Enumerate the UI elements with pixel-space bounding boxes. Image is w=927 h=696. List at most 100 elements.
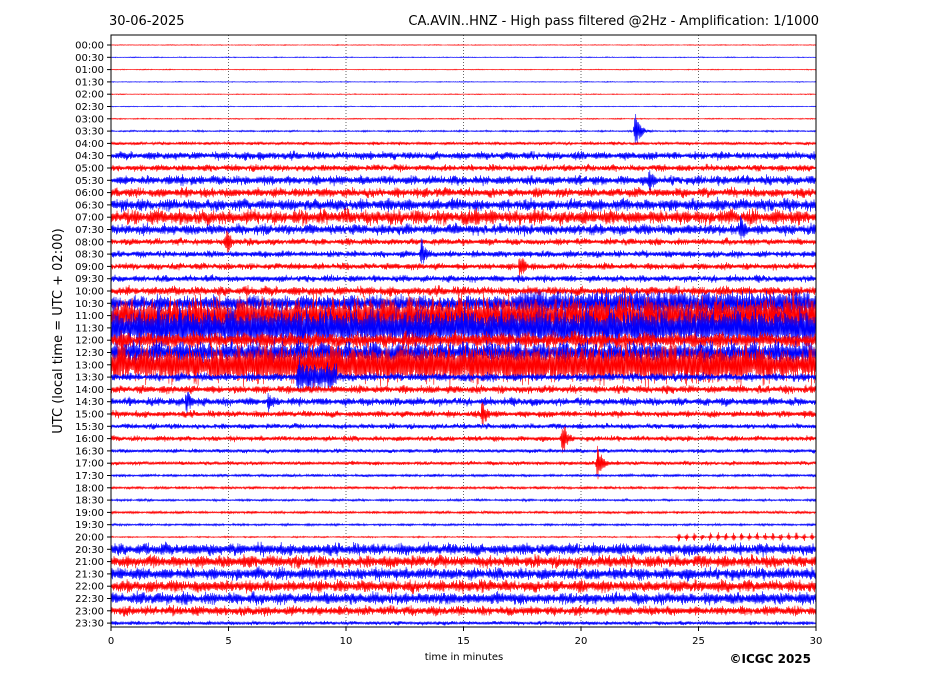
x-tick-label: 30	[810, 636, 823, 647]
trace-line	[110, 402, 817, 426]
y-tick-label: 17:00	[75, 459, 104, 470]
trace-line	[110, 150, 817, 161]
y-tick-label: 05:00	[75, 164, 104, 175]
trace-line	[110, 422, 817, 430]
trace-line	[110, 509, 817, 515]
y-tick-label: 12:00	[75, 336, 104, 347]
y-tick-label: 04:00	[75, 139, 104, 150]
trace-line	[110, 238, 817, 264]
x-axis-label: time in minutes	[425, 652, 504, 663]
trace-line	[110, 604, 817, 617]
y-tick-label: 06:00	[75, 188, 104, 199]
y-tick-label: 23:30	[75, 619, 104, 630]
trace-line	[110, 566, 817, 583]
y-tick-label: 15:00	[75, 410, 104, 421]
y-tick-label: 11:00	[75, 311, 104, 322]
y-tick-label: 01:00	[75, 65, 104, 76]
trace-line	[110, 117, 817, 121]
trace-line	[110, 329, 817, 351]
trace-line	[110, 553, 817, 570]
trace-line	[110, 257, 817, 277]
trace-line	[110, 230, 817, 253]
y-tick-label: 09:30	[75, 274, 104, 285]
y-tick-label: 10:30	[75, 299, 104, 310]
y-tick-label: 08:30	[75, 250, 104, 261]
trace-line	[110, 163, 817, 173]
trace-line	[110, 170, 817, 193]
trace-line	[110, 384, 817, 395]
trace-line	[110, 43, 817, 47]
trace-line	[110, 207, 817, 227]
y-tick-label: 16:30	[75, 446, 104, 457]
x-tick-label: 10	[340, 636, 353, 647]
trace-line	[110, 445, 817, 480]
y-tick-label: 05:30	[75, 176, 104, 187]
y-tick-label: 19:00	[75, 508, 104, 519]
seismic-traces	[110, 43, 817, 626]
trace-line	[110, 284, 817, 298]
y-tick-label: 00:30	[75, 53, 104, 64]
trace-line	[110, 186, 817, 199]
y-tick-label: 20:30	[75, 545, 104, 556]
y-tick-label: 21:00	[75, 557, 104, 568]
y-tick-label: 15:30	[75, 422, 104, 433]
y-tick-label: 21:30	[75, 569, 104, 580]
trace-line	[110, 341, 817, 388]
trace-line	[110, 448, 817, 454]
trace-line	[110, 274, 817, 284]
y-tick-label: 13:30	[75, 373, 104, 384]
trace-line	[110, 303, 817, 351]
y-tick-label: 07:00	[75, 213, 104, 224]
y-tick-label: 22:30	[75, 594, 104, 605]
y-tick-label: 09:00	[75, 262, 104, 273]
y-tick-label: 01:30	[75, 77, 104, 88]
y-tick-label: 22:00	[75, 582, 104, 593]
trace-line	[110, 356, 817, 393]
trace-line	[110, 426, 817, 454]
y-tick-label: 18:30	[75, 496, 104, 507]
y-tick-label: 18:00	[75, 483, 104, 494]
trace-line	[110, 541, 817, 558]
trace-line	[110, 578, 817, 595]
trace-line	[110, 196, 817, 213]
trace-line	[110, 391, 817, 415]
y-tick-label: 00:00	[75, 41, 104, 52]
x-tick-labels: 0 5 10 15 20 25 30	[108, 627, 823, 647]
y-tick-label: 06:30	[75, 200, 104, 211]
trace-line	[110, 590, 817, 606]
x-tick-label: 0	[108, 636, 114, 647]
trace-line	[110, 472, 817, 478]
trace-line	[110, 140, 817, 146]
y-tick-label: 08:00	[75, 237, 104, 248]
y-tick-label: 23:00	[75, 606, 104, 617]
y-tick-label: 20:00	[75, 533, 104, 544]
x-tick-label: 5	[225, 636, 231, 647]
trace-line	[110, 93, 817, 96]
y-tick-label: 03:30	[75, 127, 104, 138]
trace-line	[110, 338, 817, 366]
y-tick-label: 11:30	[75, 323, 104, 334]
trace-line	[110, 113, 817, 145]
trace-line	[110, 485, 817, 491]
copyright-label: ©ICGC 2025	[729, 652, 811, 666]
y-tick-label: 02:30	[75, 102, 104, 113]
trace-line	[110, 522, 817, 528]
y-tick-label: 03:00	[75, 114, 104, 125]
x-tick-label: 25	[692, 636, 705, 647]
y-tick-label: 07:30	[75, 225, 104, 236]
y-tick-label: 14:30	[75, 397, 104, 408]
y-axis-label: UTC (local time = UTC + 02:00)	[51, 228, 66, 433]
trace-line	[110, 532, 817, 542]
trace-line	[110, 620, 817, 626]
y-tick-label: 14:00	[75, 385, 104, 396]
y-tick-label: 12:30	[75, 348, 104, 359]
chart-title: CA.AVIN..HNZ - High pass filtered @2Hz -…	[408, 14, 819, 29]
y-tick-label: 02:00	[75, 90, 104, 101]
trace-line	[110, 56, 817, 59]
trace-line	[110, 80, 817, 84]
trace-line	[110, 105, 817, 108]
trace-line	[110, 68, 817, 71]
y-tick-label: 17:30	[75, 471, 104, 482]
